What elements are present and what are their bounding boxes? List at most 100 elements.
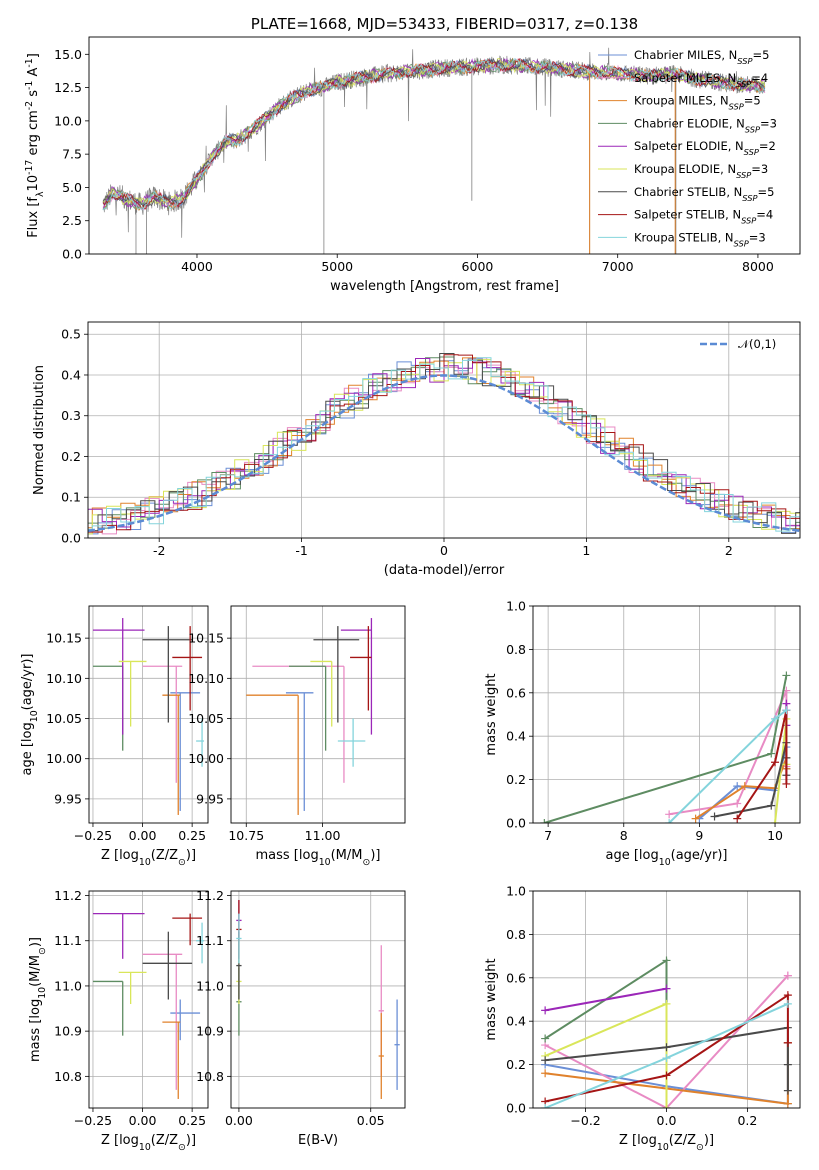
subscript: SSP (745, 124, 760, 134)
label-part: =5 (744, 94, 761, 108)
y-axis-label: Flux [fλ10-17 erg cm-2 s-1 A-1] (24, 53, 46, 238)
weight-marker (783, 1086, 792, 1095)
legend-entry: Chabrier MILES, NSSP=5 (634, 48, 769, 66)
superscript: -2 (24, 101, 35, 110)
weight-marker (771, 758, 780, 767)
label-part: (age/yr)] (671, 848, 728, 863)
label-part: mass weight (484, 958, 499, 1040)
y-tick-label: 10.10 (46, 671, 82, 686)
label-part: wavelength [Angstrom, rest frame] (330, 279, 559, 294)
y-tick-label: 5.0 (62, 180, 82, 195)
subscript: SSP (734, 238, 749, 248)
label-part: (M/M (331, 848, 363, 863)
label-part: mass [log (256, 848, 319, 863)
model-fit-line (102, 58, 766, 211)
y-tick-label: 7.5 (62, 147, 82, 162)
plot-area (246, 618, 373, 815)
label-part: (age/yr)] (20, 654, 35, 711)
axes-frame (88, 605, 209, 824)
y-axis-label: Normed distribution (32, 365, 47, 495)
panel-age-vs-mass: 10.75 11.00 9.95 10.00 10.05 10.10 10.15 mass [… (188, 605, 406, 868)
label-part: =3 (760, 116, 777, 130)
subscript: SSP (742, 193, 757, 203)
weight-marker (782, 671, 791, 680)
y-tick-label: 11.0 (196, 978, 224, 993)
weight-marker (767, 749, 776, 758)
legend-entry: Kroupa MILES, NSSP=5 (634, 94, 761, 112)
plot-area (92, 618, 205, 815)
x-tick-label: 10 (767, 828, 783, 843)
y-tick-label: 10.00 (46, 751, 82, 766)
y-tick-label: 0.0 (506, 816, 526, 831)
label-part: )] (28, 937, 43, 947)
weight-marker (541, 1104, 550, 1108)
label-part: (Z/Z (151, 1133, 178, 1148)
y-tick-label: 10.0 (54, 113, 82, 128)
superscript: -1 (24, 81, 35, 90)
y-tick-label: 0.4 (506, 729, 526, 744)
x-tick-label: 0.05 (357, 1113, 385, 1128)
weight-marker (541, 1006, 550, 1015)
x-tick-label: 0.00 (129, 828, 157, 843)
label-part: s (26, 90, 41, 101)
y-tick-label: 9.95 (54, 791, 82, 806)
subscript: 10 (37, 987, 48, 999)
x-axis-label: Z [log10(Z/Z⊙)] (101, 1133, 196, 1153)
label-part: Salpeter ELODIE, N (634, 139, 744, 153)
residual-histogram (88, 357, 800, 530)
y-tick-label: 11.1 (196, 933, 224, 948)
y-tick-label: 0.2 (61, 449, 81, 464)
y-tick-label: 10.9 (196, 1024, 224, 1039)
label-part: age [log (606, 848, 659, 863)
label-part: Flux [f (26, 197, 41, 238)
label-part: 𝒩(0,1) (738, 337, 776, 351)
y-tick-label: 0.2 (506, 1057, 526, 1072)
subscript: ⊙ (696, 1142, 704, 1153)
weight-marker (662, 1043, 671, 1052)
subscript: ⊙ (362, 857, 370, 868)
y-tick-label: 15.0 (54, 47, 82, 62)
y-tick-label: 0.8 (506, 927, 526, 942)
label-part: =4 (756, 208, 773, 222)
y-tick-label: 10.9 (54, 1024, 82, 1039)
x-tick-label: 0.25 (178, 828, 206, 843)
chart-title: PLATE=1668, MJD=53433, FIBERID=0317, z=0… (251, 15, 638, 33)
plot-area (102, 47, 766, 254)
x-axis-label: mass [log10(M/M⊙)] (256, 848, 381, 868)
x-tick-label: 2 (725, 543, 733, 558)
axes-frame (532, 605, 801, 824)
weight-line (736, 709, 788, 820)
label-part: Z [log (101, 848, 139, 863)
weight-marker (691, 814, 700, 823)
panel-weight-vs-Z: −0.2 0.0 0.2 0.0 0.2 0.4 0.6 0.8 1.0 Z [log10(Z/Z… (484, 884, 801, 1153)
y-axis-label: mass weight (484, 673, 499, 755)
label-part: =3 (749, 230, 766, 244)
subscript: ⊙ (178, 857, 186, 868)
x-tick-label: 0.2 (737, 1113, 757, 1128)
weight-marker (662, 984, 671, 993)
label-part: Salpeter STELIB, N (634, 208, 741, 222)
y-tick-label: 0.1 (61, 490, 81, 505)
weight-marker (733, 799, 742, 808)
weight-marker (783, 971, 792, 980)
legend-entry: Salpeter MILES, NSSP=4 (634, 71, 768, 89)
subscript: 10 (139, 857, 151, 868)
weight-marker (541, 1056, 550, 1065)
label-part: Chabrier ELODIE, N (634, 116, 745, 130)
label-part: age [log (20, 722, 35, 775)
weight-marker (783, 999, 792, 1008)
y-tick-label: 2.5 (62, 213, 82, 228)
residual-histogram (88, 354, 800, 533)
weight-marker (541, 1069, 550, 1078)
label-part: )] (370, 848, 380, 863)
weight-line (668, 690, 788, 816)
label-part: =4 (751, 71, 768, 85)
y-tick-label: 10.10 (188, 671, 224, 686)
y-tick-label: 0.4 (61, 367, 81, 382)
x-tick-label: −0.25 (74, 1113, 112, 1128)
y-tick-label: 0.0 (61, 531, 81, 546)
model-fit-line (102, 57, 766, 210)
x-axis-label: wavelength [Angstrom, rest frame] (330, 279, 559, 294)
